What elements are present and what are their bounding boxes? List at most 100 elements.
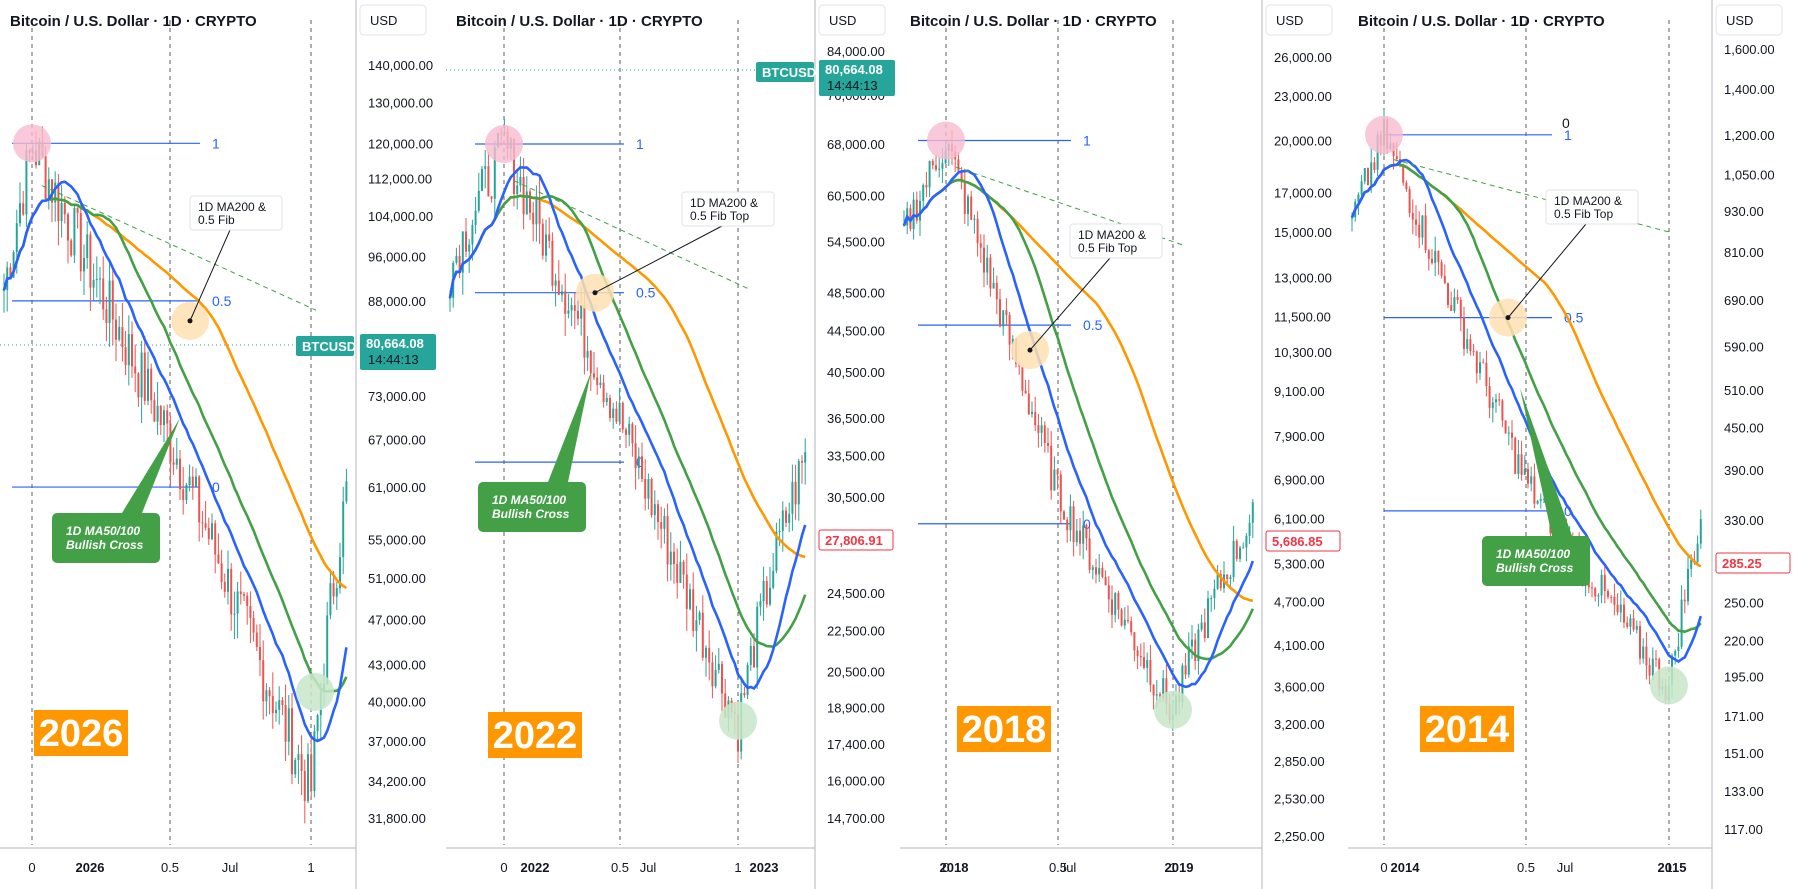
y-tick-label: 930.00	[1724, 204, 1764, 219]
y-tick-label: 37,000.00	[368, 734, 426, 749]
candle-body	[609, 397, 611, 418]
candle-body	[455, 256, 458, 263]
callout-box	[1545, 189, 1639, 225]
candle-body	[557, 280, 560, 295]
ma50-line	[448, 165, 807, 691]
candle-body	[1197, 629, 1200, 662]
candle-body	[1530, 476, 1533, 484]
candle-body	[22, 203, 25, 215]
current-price-label: 27,806.91	[825, 533, 883, 548]
candle-body	[1427, 250, 1430, 259]
candle-body	[801, 461, 803, 463]
candle-body	[689, 589, 691, 609]
candle-body	[1507, 432, 1510, 434]
candle-body	[262, 660, 265, 702]
candle-body	[1127, 619, 1129, 622]
candle-body	[1623, 604, 1625, 623]
candle-body	[692, 589, 695, 631]
candle-body	[602, 382, 605, 403]
chart-title: Bitcoin / U.S. Dollar · 1D · CRYPTO	[10, 13, 257, 30]
x-tick-label: 0	[942, 860, 949, 875]
candle-body	[618, 402, 621, 422]
candle-body	[1047, 443, 1049, 446]
x-tick-label: 2026	[76, 860, 105, 875]
candle-body	[339, 557, 341, 589]
y-tick-label: 40,000.00	[368, 694, 426, 709]
candle-body	[580, 305, 583, 319]
candle-body	[1114, 593, 1117, 615]
candle-body	[1533, 476, 1536, 504]
y-tick-label: 5,300.00	[1274, 556, 1325, 571]
x-tick-label: Jul	[640, 860, 657, 875]
candle-body	[1655, 658, 1657, 660]
currency-box	[359, 4, 427, 36]
candle-body	[765, 580, 768, 605]
year-label-box	[957, 706, 1051, 752]
cross-label-text: 1D MA50/100	[492, 493, 566, 507]
y-tick-label: 117.00	[1724, 822, 1763, 837]
candle-body	[1098, 567, 1101, 575]
y-tick-label: 133.00	[1724, 784, 1764, 799]
candle-body	[137, 373, 140, 398]
candle-body	[1248, 522, 1251, 536]
candle-body	[1191, 639, 1193, 647]
current-price-label: 285.25	[1722, 556, 1762, 571]
candle-body	[1405, 182, 1408, 190]
candle-body	[778, 531, 781, 533]
candle-body	[1085, 525, 1088, 539]
candle-body	[545, 234, 547, 256]
candle-body	[573, 305, 576, 311]
candle-body	[118, 327, 121, 340]
year-label-box	[34, 710, 128, 756]
candle-body	[935, 165, 937, 170]
candle-body	[1111, 599, 1113, 615]
candle-body	[705, 647, 707, 658]
candle-body	[970, 196, 973, 220]
candle-body	[1485, 362, 1488, 387]
candle-body	[577, 310, 579, 319]
candle-body	[25, 150, 28, 215]
candle-body	[1696, 543, 1699, 563]
x-tick-label: 2019	[1165, 860, 1194, 875]
candle-body	[586, 350, 589, 358]
candle-body	[1459, 299, 1462, 317]
y-tick-label: 34,200.00	[368, 774, 426, 789]
candle-body	[57, 182, 60, 222]
candle-body	[1680, 599, 1683, 647]
y-tick-label: 3,600.00	[1274, 679, 1325, 694]
candle-body	[641, 456, 643, 479]
candle-body	[1370, 162, 1373, 186]
candle-body	[749, 646, 752, 665]
ticker-box	[296, 336, 354, 356]
candle-body	[1239, 547, 1241, 560]
candle-body	[1056, 469, 1059, 475]
candle-body	[698, 612, 701, 621]
candle-body	[756, 606, 759, 668]
candle-body	[166, 410, 169, 424]
candle-body	[156, 405, 159, 422]
y-tick-label: 30,500.00	[827, 490, 885, 505]
candle-body	[227, 568, 229, 592]
candle-body	[1674, 651, 1677, 656]
y-tick-label: 67,000.00	[368, 432, 426, 447]
candle-body	[214, 523, 217, 555]
x-tick-label: 0.5	[161, 860, 179, 875]
candle-body	[925, 184, 928, 188]
candle-body	[960, 170, 963, 183]
candle-body	[695, 620, 698, 631]
y-tick-label: 120,000.00	[368, 136, 433, 151]
candle-body	[1651, 658, 1654, 676]
candle-body	[345, 481, 348, 502]
candle-body	[605, 397, 608, 403]
candle-body	[490, 196, 493, 199]
candle-body	[1594, 588, 1597, 597]
y-tick-label: 33,500.00	[827, 449, 885, 464]
fib-level-label: 0.5	[212, 293, 232, 309]
callout-text: 0.5 Fib	[198, 213, 235, 227]
y-tick-label: 14,700.00	[827, 811, 885, 826]
candle-body	[1699, 519, 1702, 544]
candle-body	[615, 408, 618, 422]
candle-body	[169, 423, 172, 463]
candle-body	[223, 582, 226, 592]
y-tick-label: 40,500.00	[827, 365, 885, 380]
